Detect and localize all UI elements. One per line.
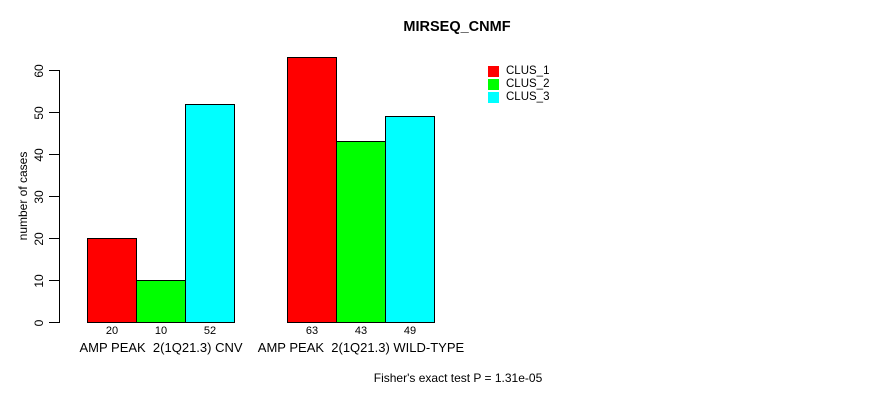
bar-value-label: 49 [403,325,417,337]
bar-clus_3-cnv [185,104,235,323]
fisher-test-annotation: Fisher's exact test P = 1.31e-05 [373,371,543,385]
y-axis-tick [49,154,59,155]
bar-clus_2-cnv [136,280,186,323]
y-axis-tick [49,196,59,197]
legend-label: CLUS_2 [506,78,550,90]
y-axis-line [59,70,60,323]
legend-swatch-clus_1 [488,66,499,77]
y-tick-label: 60 [32,63,46,78]
bar-clus_2-wild-type [336,141,386,323]
y-axis-tick [49,238,59,239]
y-tick-label: 40 [32,147,46,162]
x-category-label: AMP PEAK 2(1Q21.3) WILD-TYPE [257,340,465,355]
y-axis-tick [49,112,59,113]
y-tick-label: 50 [32,105,46,120]
legend-swatch-clus_3 [488,92,499,103]
legend-item-clus_2: CLUS_2 [488,78,550,90]
y-tick-label: 10 [32,273,46,288]
bar-value-label: 20 [105,325,119,337]
legend-label: CLUS_1 [506,65,550,77]
x-category-label: AMP PEAK 2(1Q21.3) CNV [79,340,243,355]
chart-title: MIRSEQ_CNMF [403,19,511,35]
legend-item-clus_1: CLUS_1 [488,65,550,77]
y-axis-title: number of cases [16,151,30,241]
bar-clus_1-wild-type [287,57,337,323]
y-tick-label: 0 [32,319,46,326]
bar-value-label: 63 [305,325,319,337]
bar-clus_3-wild-type [385,116,435,323]
y-axis-tick [49,322,59,323]
bar-value-label: 43 [354,325,368,337]
legend: CLUS_1 CLUS_2 CLUS_3 [488,65,550,103]
y-axis-tick [49,70,59,71]
bar-clus_1-cnv [87,238,137,323]
bar-value-label: 10 [154,325,168,337]
legend-label: CLUS_3 [506,91,550,103]
legend-swatch-clus_2 [488,79,499,90]
y-axis-tick [49,280,59,281]
y-tick-label: 30 [32,189,46,204]
bar-value-label: 52 [203,325,217,337]
y-tick-label: 20 [32,231,46,246]
legend-item-clus_3: CLUS_3 [488,91,550,103]
